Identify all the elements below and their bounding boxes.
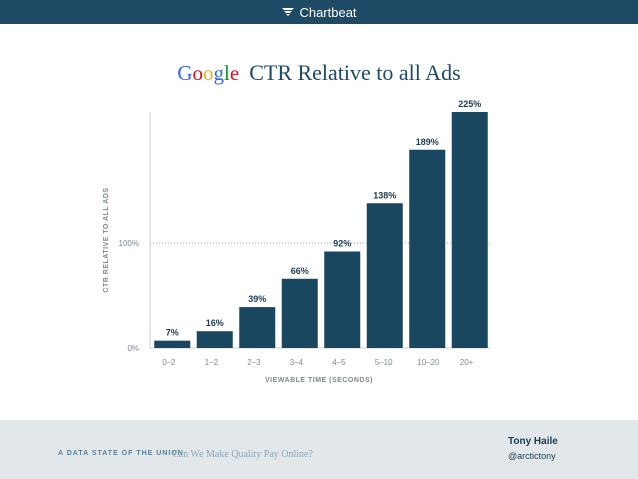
y-tick-label: 100% (119, 239, 139, 248)
x-tick-label: 4–5 (332, 358, 346, 367)
x-tick-label: 3–4 (290, 358, 304, 367)
google-letter: G (177, 61, 193, 85)
bar-1–2 (196, 331, 233, 348)
footer-tagline: A DATA STATE OF THE UNION (58, 450, 184, 457)
y-tick-label: 0% (127, 344, 139, 353)
bar-4–5 (324, 251, 361, 348)
bar-5–10 (366, 203, 403, 348)
x-tick-label: 10–20 (417, 358, 440, 367)
x-tick-label: 1–2 (205, 358, 219, 367)
x-tick-label: 5–10 (375, 358, 393, 367)
bar-3–4 (281, 278, 318, 348)
google-letter: o (203, 61, 214, 85)
bar-2–3 (239, 307, 276, 348)
footer: A DATA STATE OF THE UNION Can We Make Qu… (0, 420, 638, 479)
data-label: 7% (166, 328, 179, 338)
x-tick-label: 2–3 (247, 358, 261, 367)
data-label: 39% (248, 294, 266, 304)
x-tick-label: 20+ (460, 358, 474, 367)
google-letter: l (224, 61, 230, 85)
author-name: Tony Haile (508, 436, 558, 447)
x-tick-label: 0–2 (162, 358, 176, 367)
data-label: 225% (458, 99, 481, 109)
y-axis-label: CTR RELATIVE TO ALL ADS (103, 187, 110, 292)
bar-10–20 (409, 149, 446, 348)
brand-name: Chartbeat (299, 4, 357, 20)
bar-20+ (451, 112, 488, 348)
data-label: 189% (416, 137, 439, 147)
x-axis-label: VIEWABLE TIME (SECONDS) (265, 377, 373, 384)
top-bar: Chartbeat (0, 0, 638, 24)
data-label: 92% (333, 239, 351, 249)
google-letter: o (192, 61, 204, 85)
author-handle: @arctictony (508, 451, 556, 461)
chartbeat-logo-icon (281, 5, 295, 20)
bars-group (154, 112, 488, 348)
google-letter: e (229, 61, 240, 85)
data-label: 138% (373, 190, 396, 200)
bar-0–2 (154, 340, 191, 348)
google-letter: g (213, 61, 225, 85)
chart-heading: Google CTR Relative to all Ads (0, 60, 638, 86)
chart-title: CTR Relative to all Ads (249, 60, 461, 85)
footer-subtitle: Can We Make Quality Pay Online? (172, 449, 313, 460)
data-label: 66% (291, 266, 309, 276)
labels-group: 7% 0–2 16% 1–2 39% 2–3 66% 3–4 92% 4–5 138% 5–10 189… (162, 99, 481, 367)
data-label: 16% (206, 318, 224, 328)
google-logo: Google (177, 61, 239, 86)
bar-chart: 0% 100% CTR RELATIVE TO ALL ADS VIEWABLE TI… (103, 99, 490, 384)
